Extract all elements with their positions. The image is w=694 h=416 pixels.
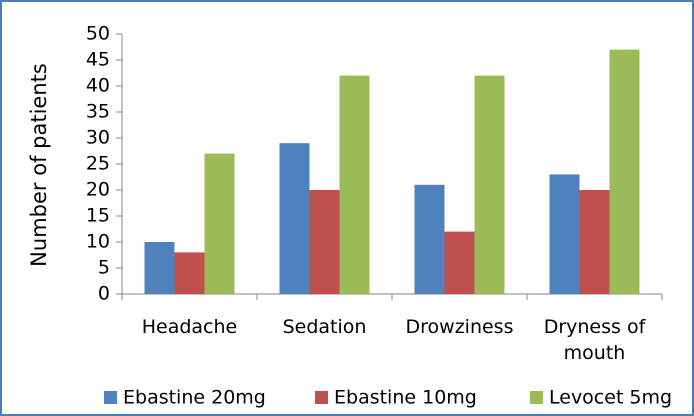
bar bbox=[204, 153, 235, 294]
y-tick-label: 25 bbox=[86, 153, 110, 175]
bar bbox=[279, 143, 310, 294]
legend-swatch bbox=[315, 391, 328, 404]
legend-swatch bbox=[104, 391, 117, 404]
y-tick-label: 35 bbox=[86, 101, 110, 123]
y-tick-label: 10 bbox=[86, 231, 110, 253]
bar bbox=[174, 252, 205, 294]
bar bbox=[444, 231, 475, 294]
legend-swatch bbox=[530, 391, 543, 404]
y-tick-label: 45 bbox=[86, 49, 110, 71]
x-tick-label: Drowziness bbox=[405, 316, 514, 338]
y-tick-label: 30 bbox=[86, 127, 110, 149]
y-tick-label: 15 bbox=[86, 205, 110, 227]
y-tick-label: 5 bbox=[98, 257, 110, 279]
x-tick-label: Headache bbox=[141, 316, 238, 338]
x-tick-label: Dryness of mouth bbox=[543, 316, 646, 364]
bar bbox=[144, 242, 175, 294]
bar bbox=[474, 75, 505, 294]
y-tick-label: 40 bbox=[86, 75, 110, 97]
y-axis-label: Number of patients bbox=[27, 63, 51, 267]
x-tick-label: Sedation bbox=[282, 316, 367, 338]
bar bbox=[309, 190, 340, 294]
legend-label: Ebastine 10mg bbox=[334, 387, 477, 409]
bar bbox=[549, 174, 580, 294]
bar bbox=[579, 190, 610, 294]
legend-label: Ebastine 20mg bbox=[123, 387, 266, 409]
legend-label: Levocet 5mg bbox=[549, 387, 672, 409]
y-tick-label: 0 bbox=[98, 283, 110, 305]
bar bbox=[339, 75, 370, 294]
bar bbox=[609, 49, 640, 294]
y-tick-label: 20 bbox=[86, 179, 110, 201]
y-tick-label: 50 bbox=[86, 23, 110, 45]
bar bbox=[414, 184, 445, 294]
